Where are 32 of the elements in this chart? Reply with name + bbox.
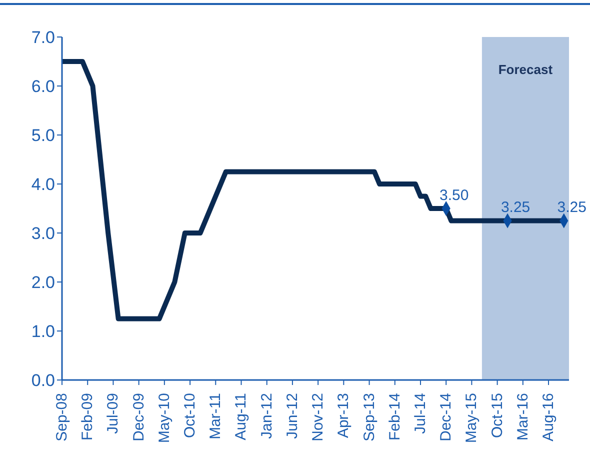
x-tick-label: Feb-09	[79, 393, 96, 441]
data-label: 3.50	[439, 186, 469, 204]
x-tick-label: Feb-14	[386, 393, 404, 441]
x-tick-label: Dec-09	[130, 393, 148, 442]
x-tick-label: Apr-13	[335, 393, 352, 438]
data-label: 3.25	[557, 199, 586, 216]
x-tick-label: Mar-16	[514, 393, 532, 441]
x-tick-label: Oct-10	[182, 393, 199, 438]
band-label: Forecast	[498, 62, 554, 78]
x-tick-label: Aug-16	[540, 393, 558, 442]
y-tick-label: 7.0	[31, 28, 55, 48]
x-tick-label: Aug-11	[232, 393, 250, 440]
y-tick-label: 4.0	[31, 175, 55, 194]
y-tick-label: 5.0	[31, 126, 55, 146]
x-tick-label: Jul-14	[412, 393, 429, 434]
y-tick-label: 0.0	[31, 371, 55, 390]
x-tick-label: May-15	[463, 393, 480, 444]
x-tick-label: Jul-09	[104, 393, 122, 434]
x-tick-label: Nov-12	[310, 393, 327, 442]
x-tick-label: Oct-15	[488, 393, 506, 438]
y-tick-label: 3.0	[31, 224, 55, 244]
x-tick-label: Sep-08	[54, 393, 70, 442]
x-tick-label: Sep-13	[360, 393, 378, 442]
x-tick-label: Mar-11	[207, 393, 224, 440]
x-tick-label: Jun-12	[284, 393, 301, 439]
x-tick-label: May-10	[156, 393, 173, 444]
x-tick-label: Dec-14	[438, 393, 455, 442]
y-tick-label: 6.0	[31, 77, 55, 96]
y-tick-label: 2.0	[31, 273, 55, 292]
y-tick-label: 1.0	[31, 322, 55, 342]
data-label: 3.25	[500, 199, 530, 216]
x-tick-label: Jan-12	[258, 393, 276, 439]
